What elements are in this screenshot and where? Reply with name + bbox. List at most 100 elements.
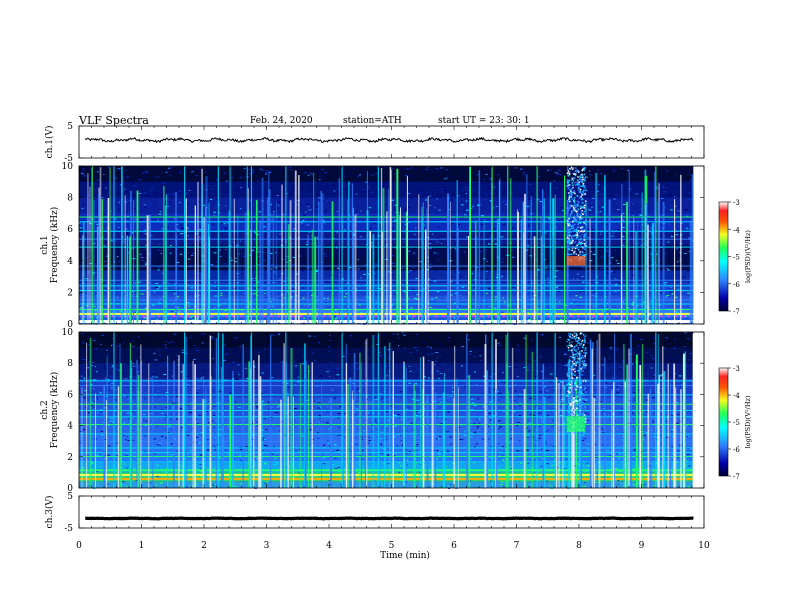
spectral-pixel — [286, 386, 290, 388]
spectral-pixel — [441, 243, 443, 244]
emission-burst — [569, 221, 572, 223]
spectral-pixel — [118, 227, 120, 228]
spectral-pixel — [157, 267, 161, 269]
spectral-pixel — [559, 168, 561, 170]
spectral-pixel — [137, 293, 141, 295]
spectral-pixel — [610, 182, 614, 184]
spectral-pixel — [222, 314, 224, 316]
spectral-pixel — [338, 426, 341, 428]
spectral-pixel — [315, 245, 318, 247]
spectral-pixel — [102, 283, 106, 285]
spectral-pixel — [236, 318, 238, 320]
spectral-pixel — [208, 452, 210, 454]
spectral-pixel — [86, 455, 89, 457]
spectral-pixel — [265, 429, 268, 431]
spectral-pixel — [155, 484, 158, 486]
spectral-pixel — [274, 277, 278, 279]
narrowband-tone-dash — [292, 315, 296, 318]
spectral-pixel — [165, 284, 168, 286]
narrowband-tone-dash — [502, 315, 506, 318]
spectral-pixel — [398, 180, 400, 182]
spectral-pixel — [410, 284, 412, 286]
spectral-pixel — [632, 182, 634, 184]
emission-burst — [580, 217, 582, 220]
spectral-pixel — [617, 388, 620, 390]
spectral-pixel — [546, 430, 548, 432]
spectral-pixel — [180, 227, 183, 229]
emission-burst — [580, 177, 583, 179]
spectral-pixel — [296, 419, 299, 421]
emission-burst — [567, 219, 570, 221]
spectral-pixel — [530, 413, 533, 415]
spectral-pixel — [102, 227, 104, 229]
spectral-pixel — [171, 375, 174, 377]
spectral-pixel — [627, 211, 630, 213]
spectral-pixel — [577, 338, 580, 340]
spectral-pixel — [283, 300, 285, 302]
spectral-pixel — [687, 189, 690, 190]
spectral-pixel — [379, 481, 382, 483]
spectral-pixel — [610, 217, 612, 219]
spectral-pixel — [157, 311, 159, 313]
spectral-pixel — [364, 249, 367, 251]
spectral-pixel — [402, 283, 403, 285]
emission-burst — [569, 224, 572, 226]
spectral-pixel — [655, 209, 658, 211]
spectral-pixel — [154, 390, 156, 392]
spectral-pixel — [338, 480, 342, 482]
spectral-pixel — [318, 179, 321, 181]
spectral-pixel — [167, 167, 171, 169]
spectral-pixel — [521, 168, 524, 170]
spectral-pixel — [125, 188, 127, 190]
spectral-pixel — [637, 337, 641, 339]
spectral-pixel — [187, 222, 190, 224]
spectral-pixel — [326, 188, 328, 190]
spectral-pixel — [290, 244, 293, 246]
spectral-pixel — [570, 302, 573, 304]
spectral-pixel — [316, 264, 319, 266]
spectral-pixel — [374, 203, 377, 205]
spectral-pixel — [518, 415, 522, 417]
spectral-pixel — [368, 413, 372, 415]
spectral-pixel — [582, 281, 585, 283]
spectral-pixel — [409, 270, 412, 272]
spectral-pixel — [569, 365, 572, 367]
spectral-pixel — [302, 214, 306, 216]
spectral-pixel — [180, 235, 183, 237]
narrowband-tone-dash — [419, 315, 423, 318]
emission-burst — [585, 235, 587, 237]
emission-burst — [579, 251, 581, 253]
spectral-pixel — [420, 191, 423, 193]
spectral-pixel — [315, 271, 318, 273]
spectral-pixel — [265, 296, 268, 298]
spectral-pixel — [90, 405, 94, 407]
spectral-pixel — [218, 384, 222, 386]
emission-burst — [572, 225, 574, 227]
emission-burst — [566, 227, 569, 229]
spectral-pixel — [666, 170, 668, 172]
spectral-pixel — [153, 291, 156, 293]
emission-burst — [568, 198, 570, 200]
spectral-pixel — [196, 442, 198, 444]
emission-burst — [572, 241, 574, 243]
spectral-pixel — [690, 188, 693, 190]
spectral-pixel — [368, 190, 370, 192]
spectral-pixel — [195, 418, 197, 420]
spectral-pixel — [461, 286, 464, 288]
sferic-line — [341, 166, 343, 324]
spectral-pixel — [133, 237, 136, 239]
spectral-pixel — [214, 226, 216, 228]
spectral-pixel — [265, 332, 269, 334]
spectral-pixel — [152, 375, 155, 377]
spectral-pixel — [331, 184, 334, 186]
spectral-pixel — [617, 182, 619, 184]
spectral-pixel — [667, 465, 671, 467]
spectral-pixel — [630, 189, 633, 191]
narrowband-tone — [79, 216, 694, 218]
spectral-pixel — [647, 304, 651, 306]
spectral-pixel — [475, 183, 478, 185]
emission-burst — [577, 249, 580, 251]
spectral-pixel — [208, 429, 210, 431]
emission-burst — [579, 192, 582, 194]
sferic-line — [366, 171, 368, 324]
